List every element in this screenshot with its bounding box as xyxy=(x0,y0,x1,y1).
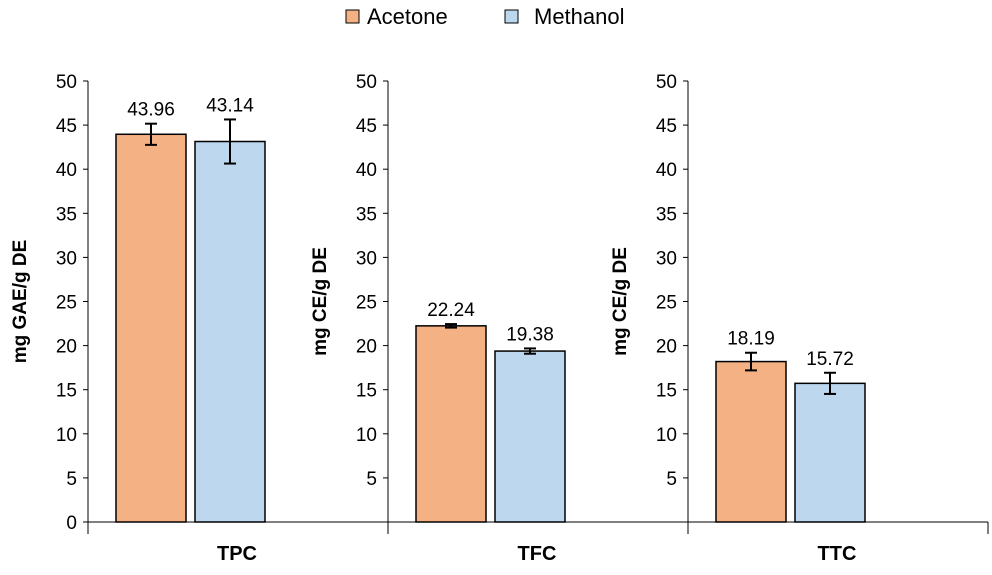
y-axis-title: mg CE/g DE xyxy=(610,247,631,356)
data-label: 18.19 xyxy=(727,329,775,350)
legend-label-methanol: Methanol xyxy=(534,4,625,29)
y-tick-label: 30 xyxy=(56,248,77,269)
y-tick-label: 15 xyxy=(356,381,377,402)
y-tick-label: 25 xyxy=(656,293,677,314)
y-tick-label: 10 xyxy=(56,425,77,446)
data-label: 19.38 xyxy=(506,324,554,345)
y-tick-label: 25 xyxy=(56,293,77,314)
y-tick-label: 20 xyxy=(356,337,377,358)
y-axis-title: mg GAE/g DE xyxy=(10,240,31,364)
y-tick-label: 40 xyxy=(56,160,77,181)
y-tick-label: 20 xyxy=(56,337,77,358)
legend-swatch-methanol xyxy=(504,9,519,24)
y-tick-label: 45 xyxy=(56,116,77,137)
bar-acetone-tpc xyxy=(115,133,187,523)
y-axis-title: mg CE/g DE xyxy=(310,247,331,356)
y-tick-label: 10 xyxy=(656,425,677,446)
y-tick-label: 50 xyxy=(656,72,677,93)
bar-acetone-tfc xyxy=(415,325,487,523)
y-tick-label: 15 xyxy=(656,381,677,402)
bar-methanol-tpc xyxy=(194,140,266,523)
y-tick-label: 0 xyxy=(66,513,77,534)
y-tick-label: 35 xyxy=(656,204,677,225)
y-tick-label: 15 xyxy=(56,381,77,402)
x-category-label: TTC xyxy=(818,543,857,565)
y-tick-label: 20 xyxy=(656,337,677,358)
legend: Acetone Methanol xyxy=(345,4,625,29)
y-tick-label: 45 xyxy=(356,116,377,137)
y-tick-label: 5 xyxy=(666,469,677,490)
y-tick-label: 5 xyxy=(66,469,77,490)
y-tick-label: 35 xyxy=(356,204,377,225)
y-tick-label: 50 xyxy=(356,72,377,93)
y-tick-label: 5 xyxy=(366,469,377,490)
y-tick-label: 30 xyxy=(356,248,377,269)
bar-methanol-tfc xyxy=(494,350,566,523)
bar-methanol-ttc xyxy=(794,382,866,523)
legend-label-acetone: Acetone xyxy=(367,4,448,29)
y-tick-label: 25 xyxy=(356,293,377,314)
x-category-label: TPC xyxy=(217,543,257,565)
y-tick-label: 40 xyxy=(656,160,677,181)
y-tick-label: 35 xyxy=(56,204,77,225)
y-tick-label: 40 xyxy=(356,160,377,181)
data-label: 43.96 xyxy=(127,100,175,121)
x-category-label: TFC xyxy=(518,543,557,565)
legend-swatch-acetone xyxy=(345,9,360,24)
y-tick-label: 50 xyxy=(56,72,77,93)
y-tick-label: 10 xyxy=(356,425,377,446)
data-label: 22.24 xyxy=(427,300,475,321)
y-tick-label: 30 xyxy=(656,248,677,269)
bar-acetone-ttc xyxy=(715,360,787,523)
y-tick-label: 45 xyxy=(656,116,677,137)
data-label: 43.14 xyxy=(206,95,254,116)
data-label: 15.72 xyxy=(806,349,854,370)
